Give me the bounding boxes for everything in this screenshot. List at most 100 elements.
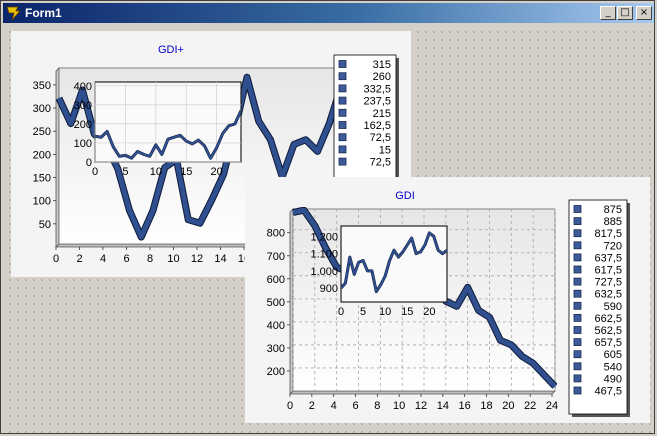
- x-tick-label: 4: [100, 253, 106, 265]
- legend-item[interactable]: 657,5: [594, 337, 622, 349]
- data-point: [70, 122, 72, 125]
- x-tick-label: 10: [393, 400, 405, 412]
- inset-y-tick-label: 1.100: [310, 249, 338, 261]
- data-point: [325, 247, 327, 249]
- legend-item[interactable]: 885: [604, 216, 622, 228]
- y-tick-label: 500: [267, 297, 285, 309]
- x-tick-label: 8: [374, 400, 380, 412]
- legend-item[interactable]: 662,5: [594, 313, 622, 325]
- legend-item[interactable]: 15: [379, 144, 391, 156]
- data-point: [456, 305, 458, 307]
- y-tick-label: 400: [267, 320, 285, 332]
- y-tick-label: 250: [33, 126, 51, 138]
- x-tick-label: 24: [546, 400, 558, 412]
- x-tick-label: 22: [524, 400, 536, 412]
- legend-item[interactable]: 540: [604, 361, 622, 373]
- legend-swatch: [338, 145, 347, 154]
- data-point: [117, 168, 119, 170]
- legend-swatch: [338, 84, 347, 93]
- inset-series-line[interactable]: [341, 231, 447, 293]
- chart-title: GDI+: [158, 44, 184, 56]
- x-tick-label: 0: [53, 253, 59, 265]
- legend-item[interactable]: 215: [373, 108, 391, 120]
- data-point: [328, 122, 330, 125]
- inset-y-tick-label: 100: [74, 138, 92, 150]
- data-point: [499, 339, 502, 341]
- y-tick-label: 100: [33, 196, 51, 208]
- inset-x-tick-label: 5: [360, 306, 366, 318]
- data-point: [292, 211, 294, 214]
- form-client-area: GDI+ 50 100 150 200 250 300 350 0 2 4 6 8 10 12 14 16 0 10…: [3, 25, 654, 433]
- legend-item[interactable]: 605: [604, 349, 622, 361]
- inset-series-line[interactable]: [95, 110, 241, 160]
- legend-swatch: [573, 217, 582, 225]
- inset-y-tick-label: 900: [320, 283, 338, 295]
- legend-item[interactable]: 260: [373, 71, 391, 83]
- legend-item[interactable]: 467,5: [594, 386, 622, 398]
- data-point: [477, 309, 480, 311]
- legend-item[interactable]: 727,5: [594, 277, 622, 289]
- legend-swatch: [573, 338, 582, 347]
- legend-item[interactable]: 617,5: [594, 265, 622, 277]
- x-tick-label: 12: [191, 253, 203, 265]
- x-tick-label: 16: [459, 400, 471, 412]
- legend-item[interactable]: 490: [604, 373, 622, 385]
- data-point: [269, 139, 272, 141]
- data-point: [246, 76, 248, 78]
- x-tick-label: 0: [287, 400, 293, 412]
- legend-item[interactable]: 332,5: [363, 83, 391, 95]
- legend-swatch: [338, 157, 347, 166]
- minimize-button[interactable]: _: [600, 6, 616, 20]
- data-point: [258, 120, 260, 122]
- chart-gdi[interactable]: GDI 200 300 400 500 600 700 800 0 2 4 6 8 10 12 14 16 18 2…: [245, 177, 650, 423]
- data-point: [58, 97, 60, 99]
- legend-item[interactable]: 632,5: [594, 289, 622, 301]
- chart-title: GDI: [395, 190, 415, 202]
- legend-swatch: [573, 350, 582, 359]
- close-button[interactable]: ×: [636, 6, 652, 20]
- data-point: [336, 266, 338, 268]
- y-tick-label: 150: [33, 173, 51, 185]
- legend-item[interactable]: 637,5: [594, 252, 622, 264]
- legend-item[interactable]: 875: [604, 204, 622, 216]
- data-point: [187, 219, 189, 221]
- legend-item[interactable]: 162,5: [363, 120, 391, 132]
- inset-x-tick-label: 0: [92, 166, 98, 178]
- data-point: [305, 139, 307, 141]
- legend-item[interactable]: 72,5: [370, 132, 391, 144]
- legend-item[interactable]: 590: [604, 301, 622, 313]
- inset-x-tick-label: 20: [211, 166, 223, 178]
- title-bar[interactable]: Form1 _ □ ×: [3, 3, 654, 23]
- legend-item[interactable]: 817,5: [594, 228, 622, 240]
- data-point: [554, 385, 556, 387]
- x-tick-label: 10: [167, 253, 179, 265]
- data-point: [81, 89, 84, 91]
- legend-swatch: [338, 96, 347, 105]
- inset-y-tick-label: 400: [74, 81, 92, 93]
- inset-x-tick-label: 20: [423, 306, 435, 318]
- data-point: [293, 143, 295, 146]
- legend-swatch: [338, 108, 347, 117]
- legend-item[interactable]: 237,5: [363, 96, 391, 108]
- left-wall: [55, 67, 60, 248]
- legend-swatch: [573, 265, 582, 274]
- x-tick-label: 2: [76, 253, 82, 265]
- data-point: [521, 355, 523, 358]
- legend-item[interactable]: 72,5: [370, 157, 391, 169]
- x-tick-label: 4: [331, 400, 337, 412]
- legend-item[interactable]: 562,5: [594, 325, 622, 337]
- legend-swatch: [338, 121, 347, 129]
- legend-swatch: [338, 60, 347, 68]
- inset-x-tick-label: 0: [338, 306, 344, 318]
- legend-item[interactable]: 720: [604, 240, 622, 252]
- data-point: [211, 199, 213, 201]
- legend-item[interactable]: 315: [373, 59, 391, 71]
- window-title: Form1: [25, 6, 62, 20]
- data-point: [488, 316, 491, 318]
- legend-swatch: [573, 301, 582, 310]
- data-point: [467, 286, 469, 288]
- inset-y-tick-label: 300: [74, 100, 92, 112]
- maximize-button[interactable]: □: [617, 6, 633, 20]
